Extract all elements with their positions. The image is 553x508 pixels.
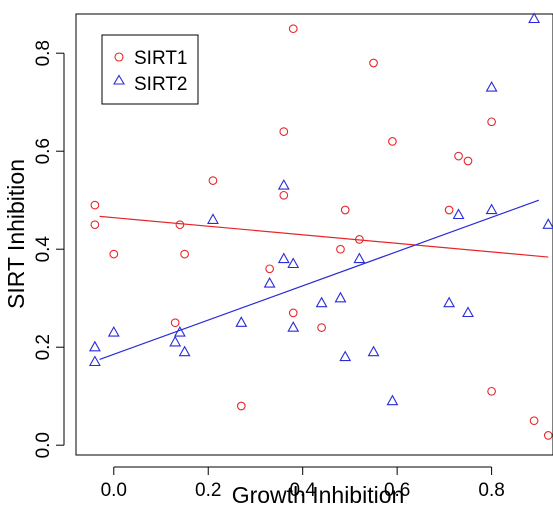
point-sirt2 [178, 345, 191, 357]
x-tick-label: 0.0 [101, 480, 127, 501]
point-sirt1 [369, 58, 378, 68]
point-sirt2 [315, 296, 328, 308]
point-sirt2 [542, 218, 553, 229]
point-sirt1 [170, 318, 180, 328]
legend-marker-sirt2 [113, 74, 125, 85]
point-sirt1 [454, 151, 463, 161]
y-axis: 0.0 0.2 0.4 0.6 0.8 [33, 40, 65, 458]
point-sirt2 [452, 208, 465, 220]
fit-lines [99, 199, 549, 361]
point-sirt1 [208, 176, 218, 185]
point-sirt1 [175, 220, 185, 230]
point-sirt1 [90, 200, 100, 210]
point-sirt2 [353, 252, 366, 264]
point-sirt2 [339, 350, 352, 362]
y-tick-label: 0.2 [33, 334, 54, 360]
x-tick-label: 0.6 [384, 480, 410, 501]
point-sirt1 [543, 431, 553, 440]
point-sirt1 [288, 308, 298, 318]
y-tick-label: 0.6 [33, 138, 54, 164]
legend-marker-sirt1 [114, 52, 124, 62]
point-sirt2 [287, 257, 300, 269]
fit-line-sirt1 [99, 215, 549, 258]
point-sirt1 [265, 264, 274, 274]
point-sirt2 [386, 394, 399, 406]
point-sirt1 [336, 244, 345, 254]
point-sirt1 [317, 323, 326, 332]
point-sirt2 [287, 321, 300, 332]
point-sirt1 [180, 249, 189, 259]
x-tick-label: 0.8 [478, 480, 504, 501]
legend-label-sirt2: SIRT2 [134, 74, 188, 95]
x-axis-label: Growth Inhibition [232, 482, 405, 508]
y-tick-label: 0.4 [33, 236, 54, 263]
point-sirt2 [169, 335, 182, 347]
legend: SIRT1 SIRT2 [101, 34, 199, 105]
y-tick-label: 0.0 [33, 432, 54, 458]
point-sirt1 [340, 205, 350, 215]
point-sirt2 [443, 296, 456, 308]
x-tick-label: 0.4 [289, 480, 316, 501]
y-tick-label: 0.8 [33, 40, 54, 66]
point-sirt1 [279, 127, 289, 136]
legend-box [101, 34, 199, 105]
point-sirt2 [235, 316, 248, 327]
point-sirt2 [367, 345, 380, 357]
point-sirt2 [462, 306, 474, 318]
point-sirt2 [277, 252, 290, 264]
point-sirt2 [334, 291, 347, 303]
point-sirt2 [207, 213, 219, 224]
point-sirt1 [109, 249, 119, 259]
legend-label-sirt1: SIRT1 [134, 48, 188, 69]
point-sirt2 [263, 276, 276, 288]
point-sirt2 [88, 355, 101, 367]
point-sirt2 [485, 203, 498, 215]
point-sirt1 [529, 416, 539, 426]
point-sirt1 [288, 24, 298, 34]
point-sirt1 [487, 117, 496, 127]
point-sirt1 [279, 190, 289, 200]
point-sirt2 [88, 340, 101, 352]
point-sirt1 [90, 220, 100, 230]
point-sirt2 [107, 325, 120, 337]
point-sirt2 [277, 178, 290, 190]
point-sirt1 [444, 205, 454, 215]
x-axis: 0.0 0.2 0.4 0.6 0.8 [101, 466, 505, 501]
point-sirt2 [485, 80, 498, 92]
point-sirt1 [236, 401, 246, 411]
point-sirt1 [388, 137, 397, 146]
data-points [88, 12, 553, 440]
x-tick-label: 0.2 [195, 480, 221, 501]
point-sirt2 [528, 12, 541, 24]
point-sirt1 [463, 156, 473, 166]
fit-line-sirt2 [99, 199, 540, 361]
y-axis-label: SIRT Inhibition [3, 159, 29, 309]
plot-frame [75, 13, 553, 456]
point-sirt1 [487, 386, 496, 396]
